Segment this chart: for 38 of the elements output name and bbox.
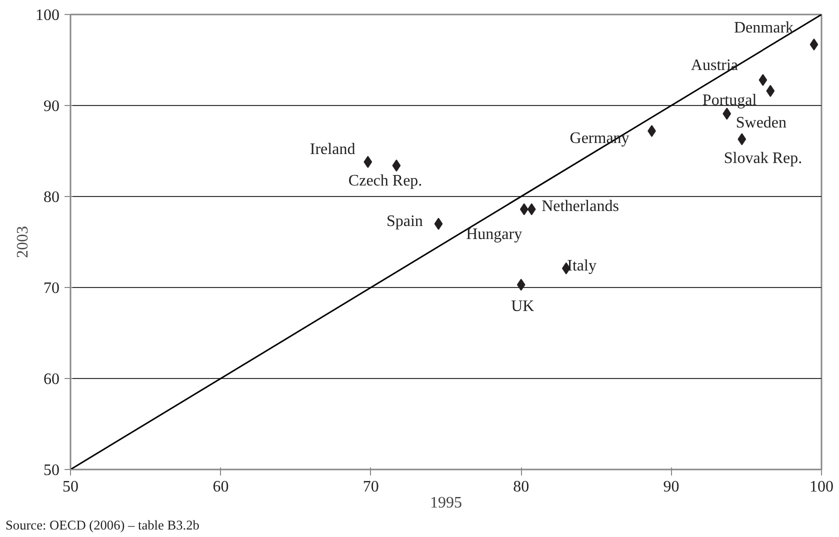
annotation: Spain (386, 212, 423, 230)
annotation: Sweden (736, 114, 787, 132)
point (810, 38, 818, 51)
source-note: Source: OECD (2006) – table B3.2b (6, 518, 200, 532)
y-tick-label: 50 (44, 462, 60, 479)
point (364, 156, 372, 168)
annotation: Portugal (702, 92, 758, 109)
x-tick-label: 100 (810, 478, 834, 496)
point (392, 160, 401, 172)
annotation: Hungary (466, 226, 522, 244)
annotation: Austria (690, 57, 738, 74)
x-tick-label: 50 (62, 478, 78, 496)
point (766, 84, 775, 97)
annotation: Italy (567, 257, 596, 274)
annotation: Slovak Rep. (724, 150, 802, 168)
point (520, 203, 528, 216)
x-tick-label: 70 (362, 478, 379, 496)
point (516, 278, 526, 291)
annotation: Denmark (734, 20, 794, 37)
y-axis-title: 2003 (14, 226, 32, 258)
x-tick-label: 90 (663, 478, 680, 496)
point (722, 108, 732, 120)
x-axis-title: 1995 (430, 494, 462, 512)
y-tick-label: 90 (44, 98, 60, 115)
y-tick-label: 80 (44, 189, 60, 206)
point (434, 218, 443, 230)
point (758, 74, 768, 86)
annotation: Ireland (310, 140, 356, 158)
annotation: Netherlands (542, 198, 619, 216)
x-tick-label: 80 (513, 478, 530, 496)
y-tick-label: 100 (36, 7, 60, 24)
y-tick-label: 60 (44, 371, 60, 388)
point (527, 203, 536, 216)
x-tick-label: 60 (212, 478, 229, 496)
point (738, 133, 746, 146)
annotation: Czech Rep. (348, 172, 422, 190)
y-tick-label: 70 (44, 280, 60, 297)
annotation: UK (511, 298, 535, 315)
